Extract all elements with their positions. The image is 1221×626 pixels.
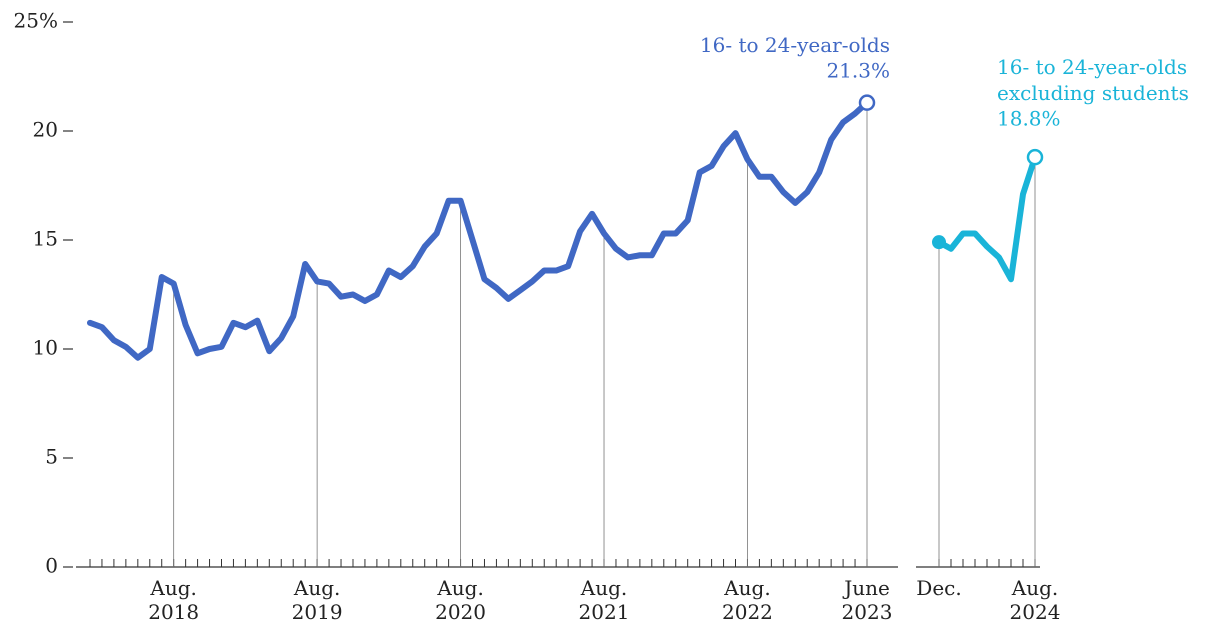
series-line bbox=[936, 154, 1038, 283]
series-line bbox=[87, 99, 870, 361]
x-tick-label: Dec. bbox=[916, 576, 961, 600]
x-tick-label: Aug. 2022 bbox=[722, 576, 773, 624]
value-label: 18.8% bbox=[997, 107, 1061, 131]
y-tick-label: 15 bbox=[33, 227, 58, 251]
x-tick-label: Aug. 2018 bbox=[148, 576, 199, 624]
y-tick-label: 20 bbox=[33, 118, 58, 142]
y-tick-label: 10 bbox=[33, 336, 58, 360]
y-tick-label: 25% bbox=[14, 9, 58, 33]
series-label: 16- to 24-year-olds bbox=[700, 33, 890, 57]
series-label: 16- to 24-year-olds excluding students bbox=[997, 55, 1189, 105]
start-marker bbox=[932, 235, 946, 250]
x-tick-label: Aug. 2021 bbox=[579, 576, 630, 624]
y-tick-label: 5 bbox=[45, 445, 58, 469]
end-marker bbox=[1026, 148, 1044, 166]
x-tick-label: Aug. 2024 bbox=[1010, 576, 1061, 624]
x-tick-label: Aug. 2019 bbox=[292, 576, 343, 624]
x-tick-label: June 2023 bbox=[842, 576, 893, 624]
x-tick-label: Aug. 2020 bbox=[435, 576, 486, 624]
y-tick-label: 0 bbox=[45, 554, 58, 578]
value-label: 21.3% bbox=[826, 59, 890, 83]
end-marker bbox=[858, 94, 876, 111]
